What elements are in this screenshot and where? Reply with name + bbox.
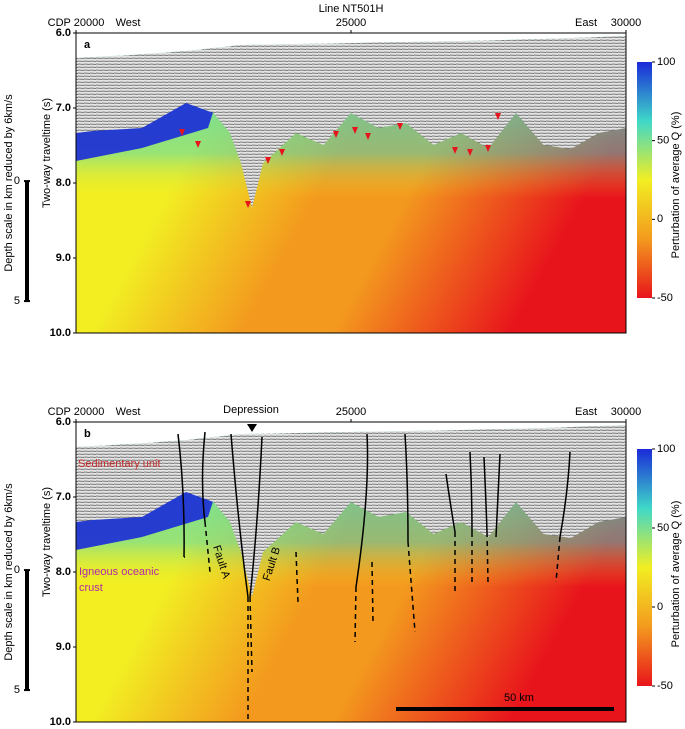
colorbar-tick-label: 50: [657, 522, 669, 534]
y-tick-label: 9.0: [56, 641, 71, 653]
annotation: East: [575, 406, 597, 418]
high-q-patch: [76, 101, 214, 161]
chart-title: Line NT501H: [319, 3, 384, 15]
y-tick-label: 8.0: [56, 566, 71, 578]
fault: [495, 453, 501, 538]
y-tick-label: 10.0: [50, 716, 71, 728]
panel-label: b: [84, 428, 91, 440]
fault: [483, 456, 488, 533]
colorbar-tick-label: 100: [657, 56, 675, 68]
fault: [355, 433, 369, 588]
depth-axis-label: Depth scale in km reduced by 6km/s: [3, 94, 15, 272]
colorbar-tick-label: -50: [657, 680, 673, 692]
colorbar-tick-label: 50: [657, 135, 669, 147]
sediment-section: [76, 425, 626, 597]
colorbar: [637, 62, 652, 298]
y-tick-label: 7.0: [56, 102, 71, 114]
annotation: 50 km: [504, 692, 534, 704]
low-q-marker: [245, 201, 251, 208]
depth-tick-label: 5: [14, 684, 20, 696]
low-q-marker: [495, 113, 501, 120]
fault: [177, 433, 185, 558]
low-q-marker: [333, 131, 339, 138]
x-tick-label: 25000: [336, 406, 367, 418]
fault: [230, 433, 249, 598]
x-tick-label: CDP 20000: [48, 406, 105, 418]
low-q-marker: [195, 141, 201, 148]
y-tick-label: 10.0: [50, 327, 71, 339]
low-q-marker: [279, 149, 285, 156]
fault-extension: [407, 541, 416, 633]
fault: [404, 433, 409, 543]
y-tick-label: 7.0: [56, 491, 71, 503]
y-axis-label: Two-way traveltime (s): [41, 487, 53, 597]
water: [76, 33, 626, 58]
x-tick-label: CDP 20000: [48, 17, 105, 29]
fault-extension: [249, 596, 253, 673]
x-tick-label: 30000: [611, 406, 642, 418]
colorbar-tick-label: -50: [657, 292, 673, 304]
annotation: Sedimentary unit: [78, 458, 161, 470]
low-q-marker: [352, 127, 358, 134]
fault-extension: [555, 536, 561, 583]
fault: [559, 451, 571, 538]
annotation: Depression: [223, 404, 279, 416]
fault: [445, 473, 456, 533]
high-q-patch: [76, 490, 214, 550]
depth-tick-label: 0: [14, 564, 20, 576]
sediment-section: [76, 36, 626, 208]
colorbar-label: Perturbation of average Q (%): [670, 501, 682, 648]
annotation: West: [116, 406, 141, 418]
y-tick-label: 6.0: [56, 416, 71, 428]
x-tick-label: 25000: [336, 17, 367, 29]
low-q-marker: [452, 147, 458, 154]
colorbar: [637, 449, 652, 686]
low-q-marker: [365, 133, 371, 140]
colorbar-tick-label: 0: [657, 213, 663, 225]
annotation: East: [575, 17, 597, 29]
colorbar-tick-label: 100: [657, 443, 675, 455]
fault: [249, 436, 263, 598]
depression-marker: [247, 424, 257, 432]
colorbar-tick-label: 0: [657, 601, 663, 613]
low-q-marker: [485, 145, 491, 152]
panel-label: a: [84, 39, 91, 51]
low-q-marker: [397, 123, 403, 130]
low-q-marker: [265, 157, 271, 164]
fault-extension: [371, 561, 374, 623]
annotation: West: [116, 17, 141, 29]
y-tick-label: 9.0: [56, 252, 71, 264]
depth-tick-label: 0: [14, 175, 20, 187]
x-tick-label: 30000: [611, 17, 642, 29]
colorbar-label: Perturbation of average Q (%): [670, 112, 682, 259]
fault: [201, 431, 206, 523]
y-tick-label: 6.0: [56, 27, 71, 39]
depth-tick-label: 5: [14, 295, 20, 307]
y-axis-label: Two-way traveltime (s): [41, 98, 53, 208]
water: [76, 422, 626, 447]
annotation: Igneous oceanic: [79, 566, 160, 578]
low-q-marker: [467, 149, 473, 156]
low-q-marker: [179, 129, 185, 136]
annotation: crust: [79, 582, 103, 594]
depth-axis-label: Depth scale in km reduced by 6km/s: [3, 483, 15, 661]
y-tick-label: 8.0: [56, 177, 71, 189]
fault: [469, 451, 473, 533]
fault-extension: [354, 586, 357, 643]
